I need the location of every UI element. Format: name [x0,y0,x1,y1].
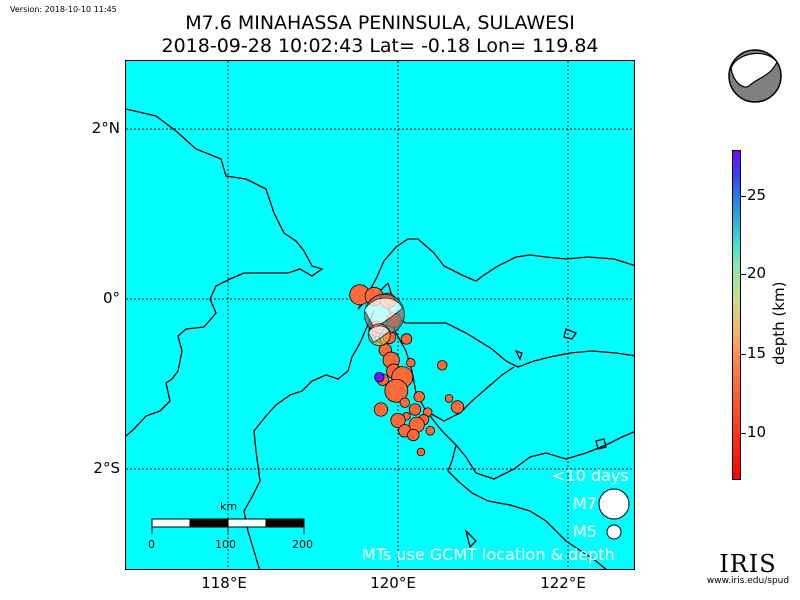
legend-note: MTs use GCMT location & depth [362,545,615,564]
colorbar-tick-15: 15 [747,344,767,362]
event-marker[interactable] [408,403,422,416]
iris-logo-text: IRIS [719,550,777,578]
depth-colorbar [732,150,741,480]
scale-bar-graphic [151,518,305,534]
lon-label-118: 118°E [201,574,247,592]
event-marker[interactable] [425,426,436,436]
gridlines [126,61,634,569]
coastline-sulawesi-north-inner [387,282,634,368]
event-marker[interactable] [407,428,420,442]
scale-unit: km [220,500,238,513]
event-marker[interactable] [437,360,448,371]
event-marker[interactable] [390,412,406,429]
lat-label-2s: 2°S [93,459,120,477]
event-marker[interactable] [406,358,416,368]
version-label: Version: 2018-10-10 11:45 [10,5,117,14]
lat-label-0: 0° [102,289,120,307]
island-3 [514,349,523,361]
colorbar-tick-25: 25 [747,186,767,204]
legend-m7-circle [598,488,630,520]
scale-tick-200: 200 [292,538,313,551]
legend-symbols [598,488,630,540]
event-marker[interactable] [400,333,413,345]
event-marker[interactable] [450,400,465,414]
map-canvas [126,61,634,569]
coastline-borneo [126,108,324,437]
legend-m5-circle [606,524,622,540]
colorbar-tick-10: 10 [747,423,767,441]
scale-bar: km 0 100 200 [148,500,313,560]
event-marker[interactable] [373,402,389,417]
event-marker[interactable] [384,378,409,403]
lat-label-2n: 2°N [91,119,120,137]
lon-label-120: 120°E [370,574,416,592]
island-2 [563,328,577,340]
legend-window: <10 days [552,466,629,485]
iris-logo[interactable]: IRIS www.iris.edu/spud [706,540,790,596]
legend-m5-label: M5 [573,522,597,541]
event-marker[interactable] [413,391,425,403]
lon-label-122: 122°E [540,574,586,592]
mechanism-beachball[interactable] [367,323,391,347]
map-panel[interactable] [125,60,635,570]
coastline-south-east [447,444,607,569]
scale-tick-100: 100 [215,538,236,551]
event-marker[interactable] [444,394,454,403]
event-marker[interactable] [399,397,411,408]
island-5 [464,528,477,549]
colorbar-tick-20: 20 [747,264,767,282]
page-title: M7.6 MINAHASSA PENINSULA, SULAWESI [185,12,575,34]
event-marker[interactable] [374,372,385,383]
scale-tick-0: 0 [148,538,155,551]
iris-url[interactable]: www.iris.edu/spud [706,576,790,586]
island-4 [595,438,607,450]
event-marker[interactable] [416,447,426,457]
mechanism-markers [363,293,405,347]
beachball-icon [728,49,782,103]
coastline-sulawesi-east [389,318,515,422]
coastline-sulawesi-west [243,310,375,569]
legend-m7-label: M7 [573,494,597,513]
coastline-gulf-south [425,410,634,480]
colorbar-title: depth (km) [770,281,788,365]
